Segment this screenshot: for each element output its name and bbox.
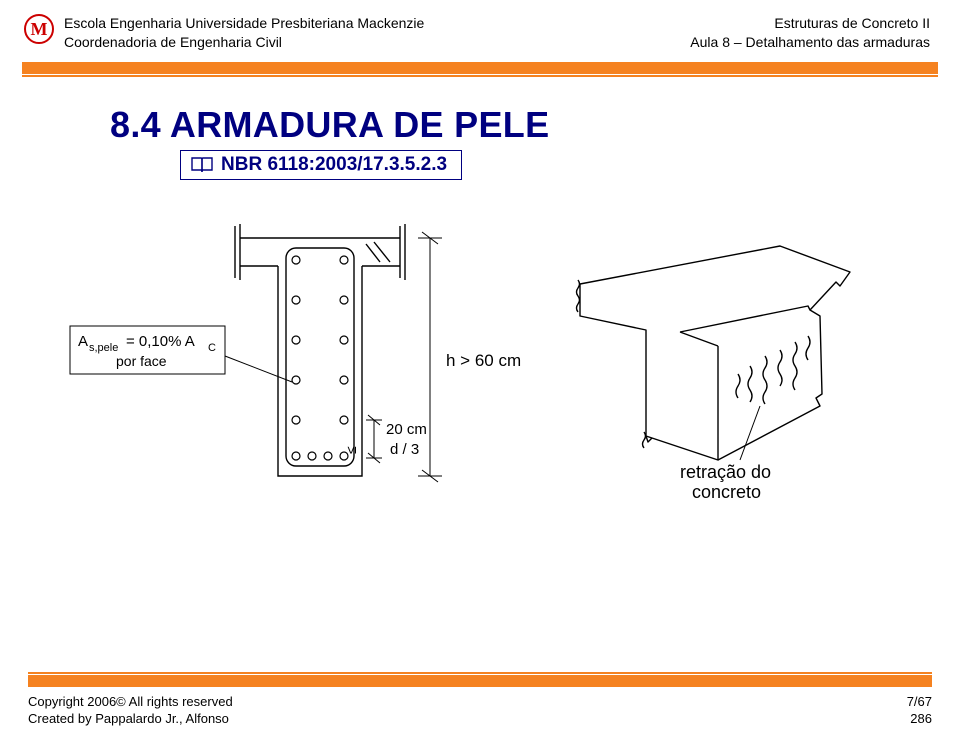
footer-row: Copyright 2006© All rights reserved Crea… (28, 693, 932, 728)
reference-text: NBR 6118:2003/17.3.5.2.3 (221, 154, 447, 176)
section-title: 8.4 ARMADURA DE PELE (110, 104, 900, 146)
as-subc: C (208, 342, 216, 354)
footer-right-l1: 7/67 (907, 693, 932, 711)
svg-text:= 0,10% A: = 0,10% A (126, 333, 195, 350)
footer-right: 7/67 286 (907, 693, 932, 728)
as-label-l2: por face (116, 353, 167, 369)
svg-text:≤: ≤ (343, 446, 359, 454)
header-right-line2: Aula 8 – Detalhamento das armaduras (690, 33, 930, 52)
leq-l2: d / 3 (390, 441, 419, 458)
header-left: Escola Engenharia Universidade Presbiter… (64, 14, 690, 52)
diagram-area: A s,pele = 0,10% A C por face h > 60 cm (60, 206, 900, 586)
footer-left: Copyright 2006© All rights reserved Crea… (28, 693, 233, 728)
page-footer: Copyright 2006© All rights reserved Crea… (0, 675, 960, 742)
leq-l1: 20 cm (386, 421, 427, 438)
iso-label-l2: concreto (692, 482, 761, 502)
logo-badge: M (24, 14, 54, 44)
book-icon (191, 157, 213, 173)
logo-letter: M (31, 19, 48, 40)
svg-text:A: A (78, 333, 88, 350)
header-left-line1: Escola Engenharia Universidade Presbiter… (64, 14, 690, 33)
reference-box: NBR 6118:2003/17.3.5.2.3 (180, 150, 462, 180)
iso-label-l1: retração do (680, 462, 771, 482)
diagram-svg: A s,pele = 0,10% A C por face h > 60 cm (60, 206, 900, 586)
h-label: h > 60 cm (446, 351, 521, 370)
header-right-line1: Estruturas de Concreto II (690, 14, 930, 33)
header-divider (22, 62, 938, 74)
content-area: 8.4 ARMADURA DE PELE NBR 6118:2003/17.3.… (0, 74, 960, 586)
page-header: M Escola Engenharia Universidade Presbit… (0, 0, 960, 62)
header-right: Estruturas de Concreto II Aula 8 – Detal… (690, 14, 930, 52)
footer-divider (28, 675, 932, 687)
header-left-line2: Coordenadoria de Engenharia Civil (64, 33, 690, 52)
as-label-sub: s,pele (89, 342, 118, 354)
footer-right-l2: 286 (907, 710, 932, 728)
footer-left-l1: Copyright 2006© All rights reserved (28, 693, 233, 711)
footer-left-l2: Created by Pappalardo Jr., Alfonso (28, 710, 233, 728)
